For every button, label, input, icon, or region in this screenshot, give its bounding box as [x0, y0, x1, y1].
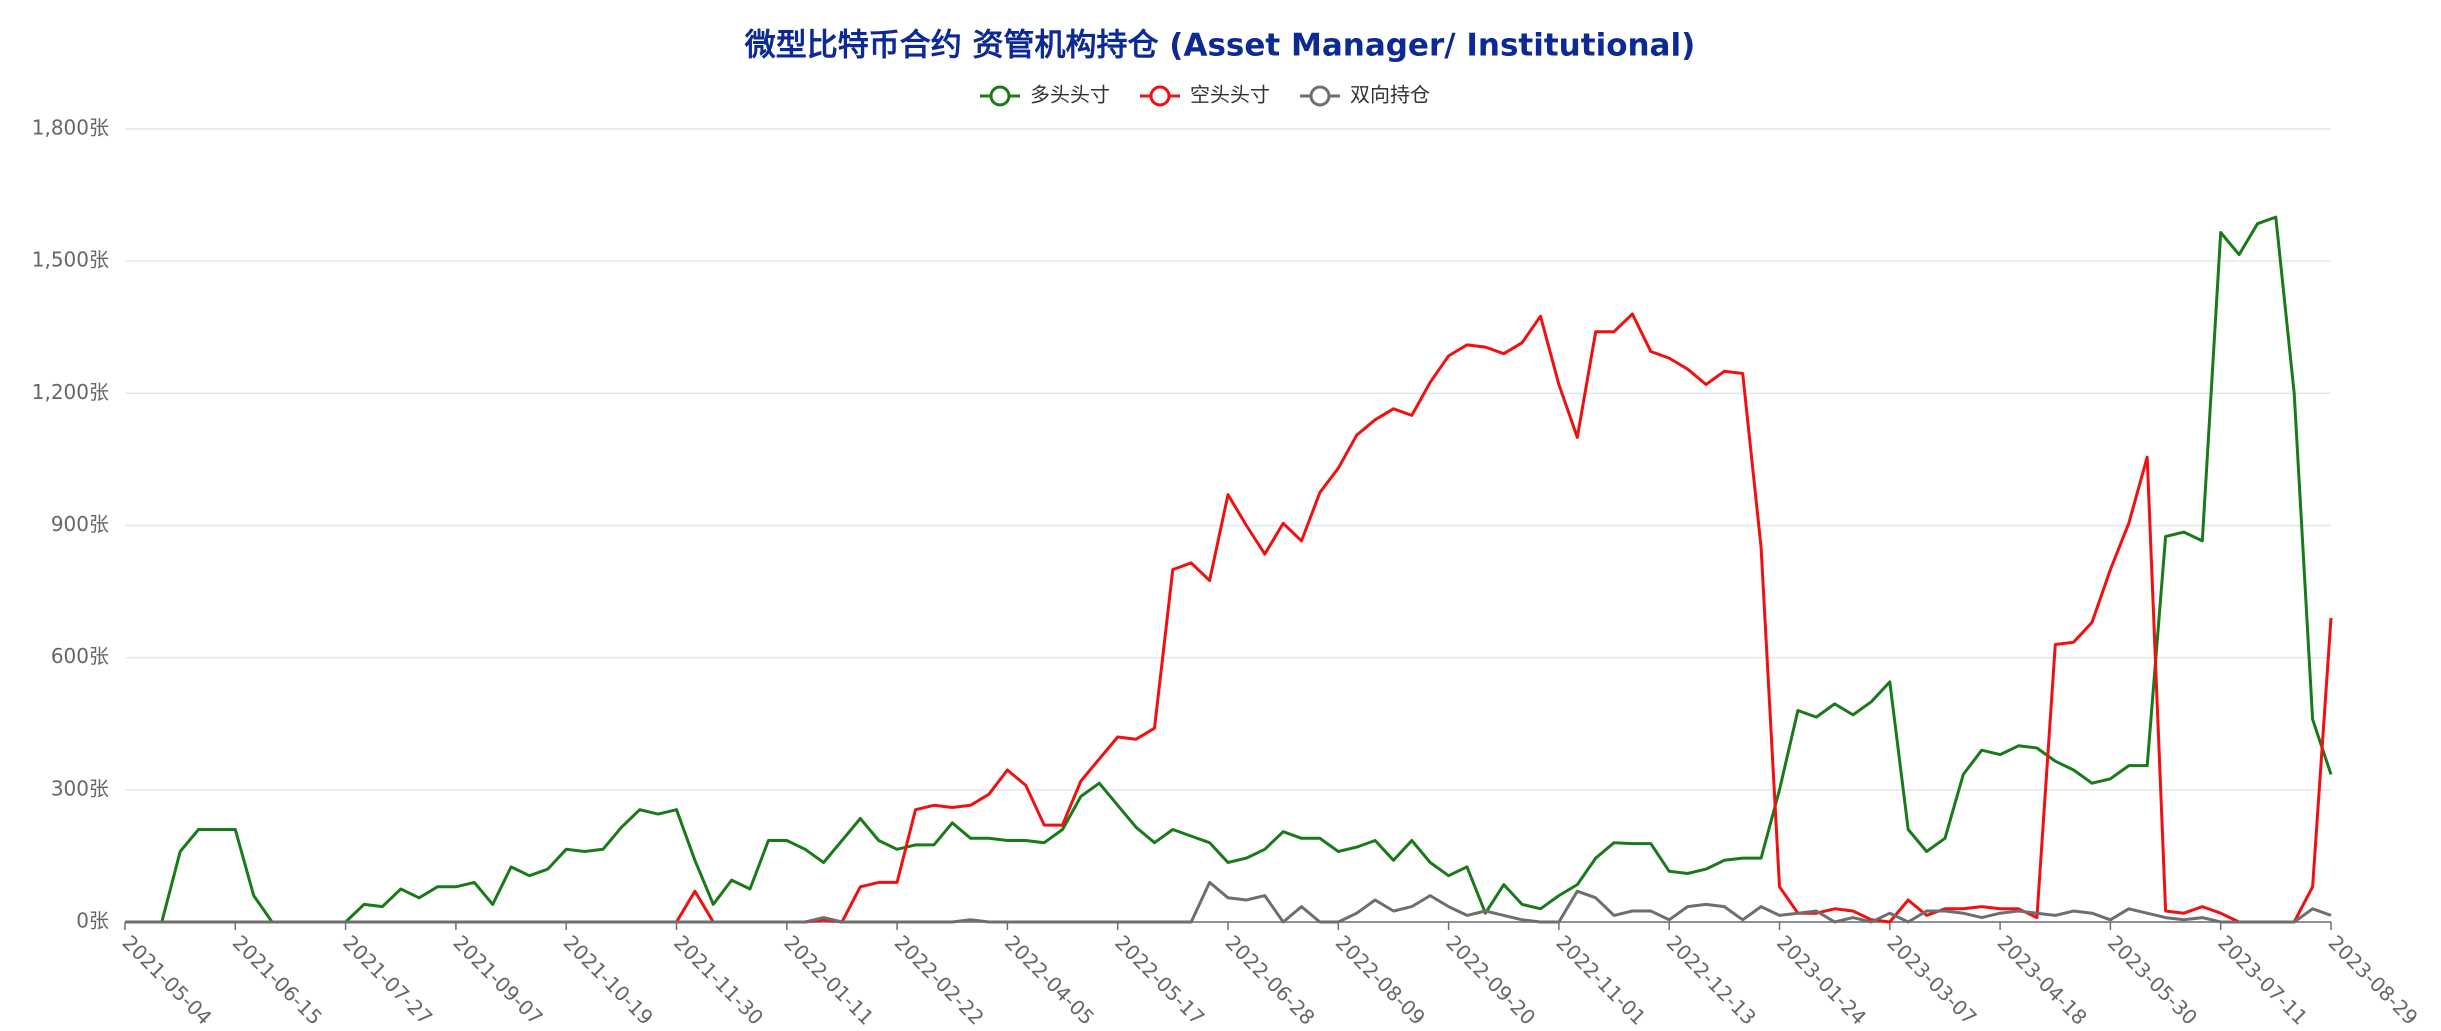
y-tick-label: 1,800张 — [32, 116, 109, 140]
legend-marker — [1309, 85, 1331, 107]
x-tick-label: 2023-01-24 — [1772, 930, 1871, 1029]
chart-title: 微型比特币合约 资管机构持仓 (Asset Manager/ Instituti… — [744, 28, 1696, 64]
series-line — [125, 312, 2333, 924]
x-tick-label: 2021-07-27 — [338, 930, 437, 1029]
y-tick-label: 0张 — [76, 909, 109, 933]
series-line — [125, 215, 2333, 924]
x-tick-label: 2022-12-13 — [1662, 930, 1761, 1029]
x-tick-label: 2022-02-22 — [890, 930, 989, 1029]
y-tick-label: 600张 — [51, 644, 109, 668]
legend-label: 双向持仓 — [1350, 83, 1430, 107]
legend-label: 多头头寸 — [1030, 83, 1110, 107]
x-tick-label: 2021-09-07 — [448, 930, 547, 1029]
x-tick-label: 2022-01-11 — [779, 930, 878, 1029]
legend-marker — [1149, 85, 1171, 107]
y-tick-label: 900张 — [51, 512, 109, 536]
x-tick-label: 2021-11-30 — [669, 930, 768, 1029]
x-tick-label: 2023-07-11 — [2213, 930, 2312, 1029]
y-tick-label: 1,500张 — [32, 248, 109, 272]
x-tick-label: 2021-10-19 — [559, 930, 658, 1029]
legend-marker — [989, 85, 1011, 107]
x-tick-label: 2022-11-01 — [1551, 930, 1650, 1029]
x-tick-label: 2022-04-05 — [1000, 930, 1099, 1029]
series-line — [125, 880, 2332, 924]
y-tick-label: 300张 — [51, 776, 109, 800]
x-tick-label: 2023-08-29 — [2324, 930, 2423, 1029]
x-tick-label: 2022-05-17 — [1110, 930, 1209, 1029]
y-tick-label: 1,200张 — [32, 380, 109, 404]
legend-label: 空头头寸 — [1190, 83, 1270, 107]
x-tick-label: 2023-03-07 — [1882, 930, 1981, 1029]
x-tick-label: 2021-05-04 — [118, 930, 217, 1029]
x-tick-label: 2022-08-09 — [1331, 930, 1430, 1029]
x-tick-label: 2023-05-30 — [2103, 930, 2202, 1029]
x-tick-label: 2022-06-28 — [1221, 930, 1320, 1029]
x-tick-label: 2022-09-20 — [1441, 930, 1540, 1029]
x-tick-label: 2023-04-18 — [1993, 930, 2092, 1029]
x-tick-label: 2021-06-15 — [228, 930, 327, 1029]
